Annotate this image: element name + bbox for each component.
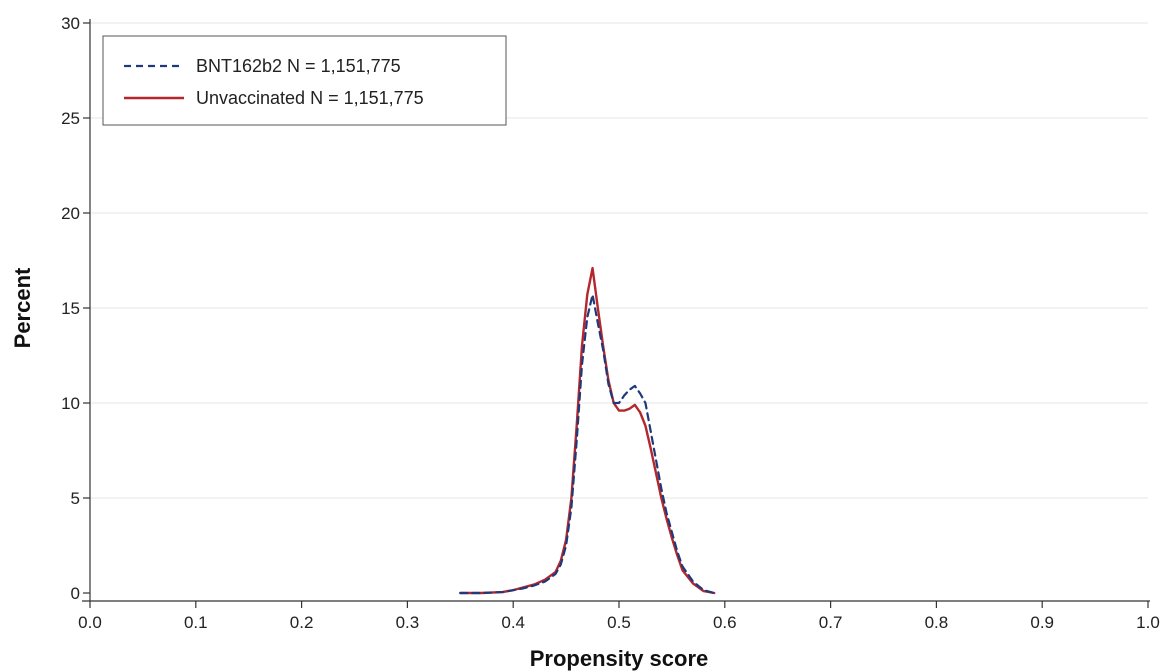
y-tick-label: 15 (61, 299, 80, 318)
series-line-bnt162b2 (459, 293, 716, 595)
x-tick-label: 0.3 (396, 613, 420, 632)
x-tick-label: 0.1 (184, 613, 208, 632)
y-tick-label: 5 (71, 489, 80, 508)
x-tick-label: 0.6 (713, 613, 737, 632)
y-tick-label: 30 (61, 14, 80, 33)
legend-label-unvaccinated: Unvaccinated N = 1,151,775 (196, 88, 424, 108)
x-tick-label: 0.5 (607, 613, 631, 632)
y-tick-label: 0 (71, 584, 80, 603)
series-lines (459, 266, 716, 595)
y-ticks: 0 5 10 15 20 25 30 (61, 14, 90, 603)
axes (82, 19, 1150, 602)
legend: BNT162b2 N = 1,151,775 Unvaccinated N = … (102, 35, 507, 126)
x-tick-label: 0.7 (819, 613, 843, 632)
x-tick-label: 0.2 (290, 613, 314, 632)
x-tick-label: 0.0 (78, 613, 102, 632)
y-axis-title: Percent (10, 267, 35, 348)
x-tick-label: 0.8 (925, 613, 949, 632)
y-tick-label: 20 (61, 204, 80, 223)
x-tick-label: 0.4 (501, 613, 525, 632)
x-ticks: 0.0 0.1 0.2 0.3 0.4 0.5 0.6 0.7 0.8 0.9 1.0 (78, 601, 1160, 632)
y-tick-label: 25 (61, 109, 80, 128)
x-axis-title: Propensity score (530, 646, 709, 671)
legend-label-bnt162b2: BNT162b2 N = 1,151,775 (196, 56, 401, 76)
y-tick-label: 10 (61, 394, 80, 413)
legend-box (102, 35, 507, 126)
x-tick-label: 0.9 (1030, 613, 1054, 632)
x-tick-label: 1.0 (1136, 613, 1160, 632)
